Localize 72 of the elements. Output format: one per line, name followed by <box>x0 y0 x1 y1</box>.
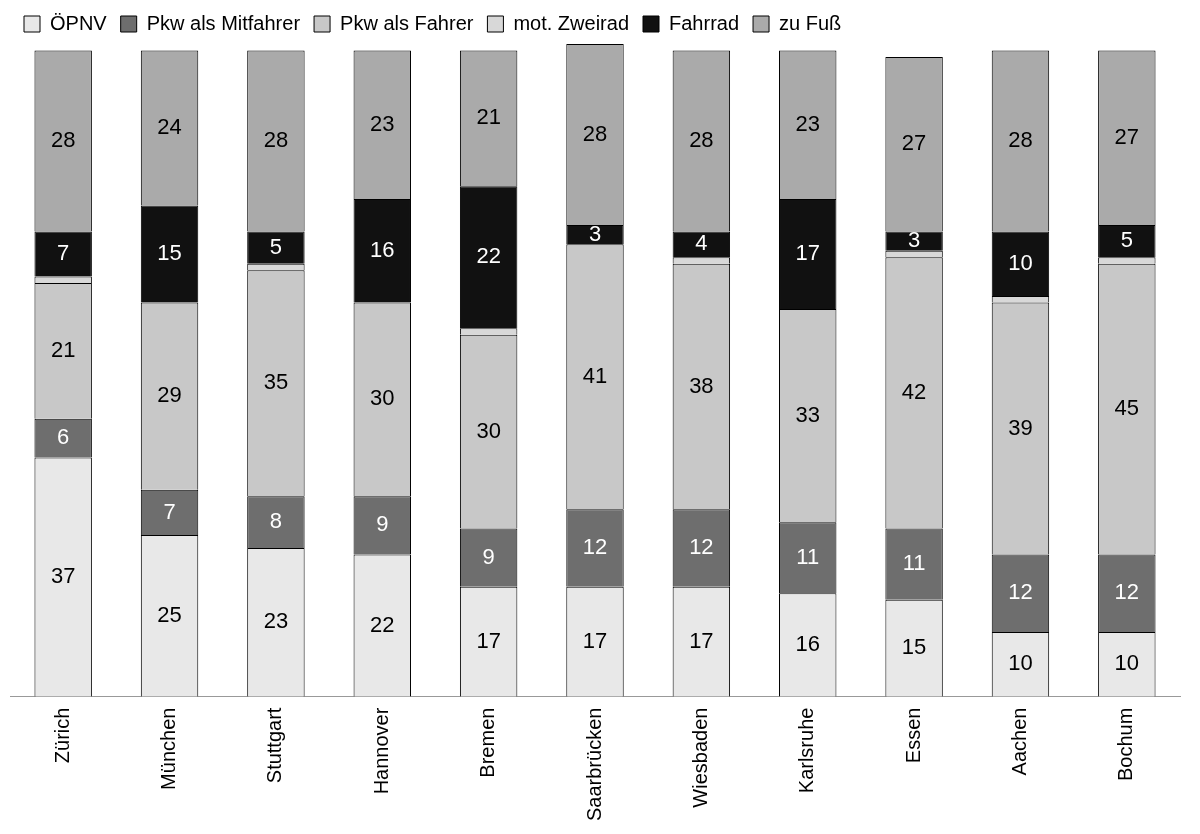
data-label: 28 <box>50 126 76 152</box>
data-label: 22 <box>476 243 501 269</box>
data-label: 17 <box>582 627 608 653</box>
data-label: 29 <box>157 382 182 408</box>
data-label: 25 <box>157 601 182 627</box>
data-label: 5 <box>269 233 283 259</box>
x-tick-label: Saarbrücken <box>582 707 605 822</box>
data-label: 35 <box>263 369 289 395</box>
data-label: 23 <box>263 608 289 634</box>
data-label: 38 <box>689 372 714 398</box>
data-label: 21 <box>50 336 76 362</box>
legend-label: Fahrrad <box>669 11 740 34</box>
legend-label: Pkw als Fahrer <box>340 11 474 34</box>
data-label: 11 <box>902 550 926 576</box>
data-label: 10 <box>1008 650 1033 676</box>
data-label: 21 <box>476 104 501 130</box>
data-label: 17 <box>689 627 714 653</box>
x-tick-label: Stuttgart <box>263 707 286 784</box>
data-label: 12 <box>689 534 714 560</box>
data-label: 16 <box>370 236 395 262</box>
x-tick-label: Zürich <box>50 707 73 764</box>
data-label: 30 <box>370 385 395 411</box>
data-label: 45 <box>1114 395 1140 421</box>
x-tick-label: Karlsruhe <box>795 707 818 794</box>
legend-label: mot. Zweirad <box>513 11 630 34</box>
x-tick-label: Hannover <box>369 707 392 795</box>
legend-label: Pkw als Mitfahrer <box>146 11 301 34</box>
data-label: 28 <box>582 120 608 146</box>
data-label: 9 <box>482 543 495 569</box>
x-tick-label: Aachen <box>1007 707 1030 776</box>
x-tick-label: Bremen <box>476 707 499 778</box>
data-label: 37 <box>50 563 76 589</box>
data-label: 12 <box>1114 579 1140 605</box>
data-label: 12 <box>1008 579 1033 605</box>
data-label: 5 <box>1120 227 1133 253</box>
data-label: 10 <box>1008 249 1033 275</box>
data-label: 6 <box>57 424 70 450</box>
x-tick-label: Essen <box>901 707 924 764</box>
data-label: 7 <box>163 498 176 524</box>
data-label: 11 <box>796 543 820 569</box>
data-label: 22 <box>370 611 395 637</box>
data-label: 28 <box>263 126 289 152</box>
data-label: 33 <box>795 401 820 427</box>
data-label: 27 <box>901 130 927 156</box>
data-label: 8 <box>269 508 283 534</box>
data-label: 10 <box>1114 650 1140 676</box>
data-label: 28 <box>1008 126 1033 152</box>
x-tick-label: München <box>157 707 180 790</box>
data-label: 17 <box>476 627 501 653</box>
data-label: 15 <box>901 634 927 660</box>
data-label: 23 <box>370 110 395 136</box>
data-label: 7 <box>57 240 70 266</box>
data-label: 12 <box>582 534 608 560</box>
data-label: 9 <box>376 511 389 537</box>
data-label: 16 <box>795 630 820 656</box>
data-label: 41 <box>582 362 608 388</box>
data-label: 30 <box>476 417 501 443</box>
data-label: 15 <box>157 240 182 266</box>
x-tick-label: Bochum <box>1114 707 1137 781</box>
data-label: 17 <box>795 240 820 266</box>
data-label: 28 <box>689 126 714 152</box>
legend-label: zu Fuß <box>779 11 842 34</box>
data-label: 3 <box>588 220 602 246</box>
data-label: 4 <box>695 230 708 256</box>
data-label: 24 <box>157 114 182 140</box>
data-label: 27 <box>1114 123 1140 149</box>
data-label: 39 <box>1008 414 1033 440</box>
x-tick-label: Wiesbaden <box>688 707 711 808</box>
data-label: 3 <box>907 227 921 253</box>
data-label: 42 <box>901 378 927 404</box>
legend-label: ÖPNV <box>50 11 108 34</box>
data-label: 23 <box>795 110 820 136</box>
